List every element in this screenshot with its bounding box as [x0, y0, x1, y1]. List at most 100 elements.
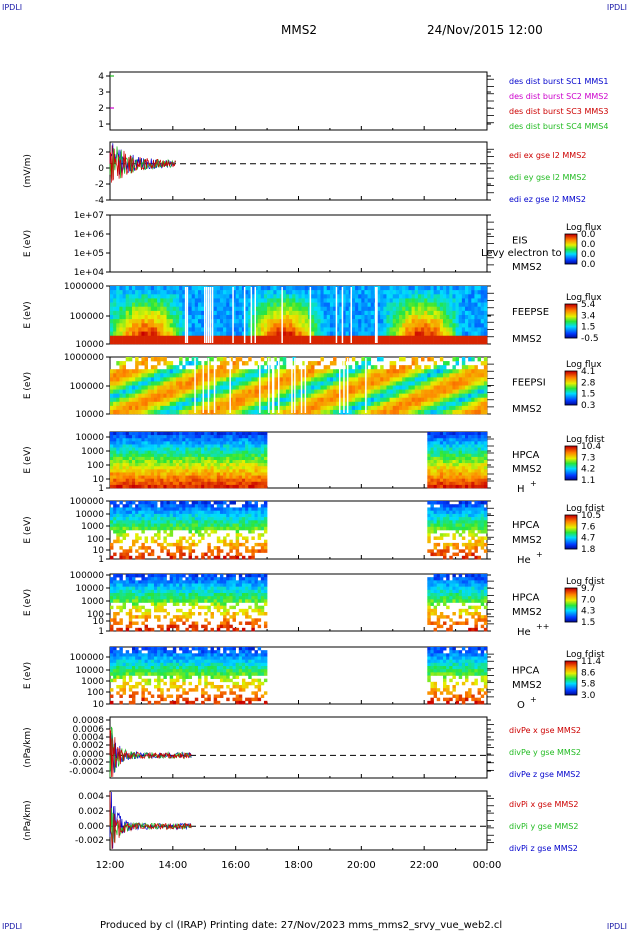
- spectrogram-cell: [411, 306, 416, 312]
- spectrogram-cell: [480, 401, 485, 407]
- spectrogram-cell: [213, 327, 218, 332]
- spectrogram-cell: [289, 401, 293, 407]
- spectrogram-cell: [235, 463, 240, 467]
- spectrogram-cell: [223, 298, 227, 303]
- spectrogram-cell: [411, 327, 416, 332]
- spectrogram-cell: [166, 331, 170, 337]
- spectrogram-cell: [128, 526, 133, 531]
- spectrogram-cell: [339, 369, 343, 374]
- spectrogram-cell: [131, 290, 136, 295]
- spectrogram-cell: [301, 389, 306, 394]
- spectrogram-cell: [399, 405, 403, 411]
- spectrogram-cell: [191, 315, 196, 320]
- spectrogram-cell: [367, 327, 372, 332]
- spectrogram-cell: [248, 302, 252, 308]
- spectrogram-cell: [263, 286, 268, 291]
- spectrogram-cell: [468, 447, 472, 451]
- spectrogram-cell: [383, 377, 387, 382]
- spectrogram-cell: [131, 475, 136, 479]
- spectrogram-cell: [458, 438, 463, 442]
- spectrogram-cell: [232, 339, 236, 345]
- spectrogram-cell: [267, 310, 271, 316]
- spectrogram-cell: [439, 315, 444, 320]
- spectrogram-cell: [172, 478, 177, 483]
- spectrogram-cell: [260, 365, 265, 370]
- spectrogram-cell: [153, 369, 158, 374]
- spectrogram-cell: [147, 484, 152, 489]
- spectrogram-cell: [443, 447, 447, 451]
- spectrogram-cell: [326, 381, 331, 386]
- colorbar-cell: [565, 402, 577, 404]
- spectrogram-cell: [169, 466, 174, 470]
- colorbar-cell: [565, 307, 577, 309]
- spectrogram-cell: [358, 331, 362, 337]
- spectrogram-cell: [421, 319, 425, 324]
- spectrogram-cell: [128, 481, 133, 486]
- spectrogram-cell: [147, 478, 152, 483]
- spectrogram-cell: [110, 450, 114, 455]
- spectrogram-cell: [191, 397, 196, 403]
- spectrogram-cell: [295, 319, 299, 324]
- spectrogram-cell: [204, 432, 208, 436]
- spectrogram-cell: [110, 409, 114, 415]
- spectrogram-cell: [119, 339, 123, 345]
- data-gap: [207, 358, 210, 413]
- spectrogram-cell: [304, 365, 309, 370]
- spectrogram-cell: [292, 409, 296, 415]
- spectrogram-cell: [219, 381, 224, 386]
- spectrogram-cell: [367, 401, 372, 407]
- spectrogram-cell: [411, 401, 416, 407]
- spectrogram-cell: [389, 385, 394, 390]
- spectrogram-cell: [138, 310, 142, 316]
- spectrogram-cell: [301, 369, 306, 374]
- spectrogram-cell: [113, 513, 117, 518]
- spectrogram-cell: [367, 335, 372, 341]
- spectrogram-cell: [219, 469, 224, 473]
- spectrogram-cell: [314, 339, 318, 345]
- spectrogram-cell: [119, 526, 123, 531]
- spectrogram-cell: [483, 389, 488, 394]
- spectrogram-cell: [295, 401, 299, 407]
- spectrogram-cell: [439, 310, 444, 316]
- spectrogram-cell: [430, 460, 434, 464]
- spectrogram-cell: [455, 357, 460, 362]
- y-tick-label: 1000000: [64, 353, 104, 363]
- instrument-label: FEEPSI: [512, 378, 546, 389]
- spectrogram-cell: [358, 393, 362, 399]
- spectrogram-cell: [185, 357, 189, 362]
- spectrogram-cell: [449, 435, 453, 439]
- spectrogram-cell: [468, 405, 472, 411]
- spectrogram-cell: [204, 405, 208, 411]
- spectrogram-cell: [122, 373, 127, 378]
- spectrogram-cell: [254, 286, 258, 291]
- spectrogram-cell: [232, 286, 236, 291]
- spectrogram-cell: [458, 393, 463, 399]
- spectrogram-cell: [191, 323, 196, 328]
- spectrogram-cell: [408, 323, 412, 328]
- spectrogram-cell: [408, 381, 412, 386]
- spectrogram-cell: [273, 323, 277, 328]
- spectrogram-cell: [433, 432, 438, 436]
- spectrogram-cell: [364, 319, 368, 324]
- spectrogram-cell: [483, 335, 488, 341]
- spectrogram-cell: [175, 435, 180, 439]
- colorbar-cell: [565, 262, 577, 264]
- spectrogram-cell: [254, 306, 258, 312]
- spectrogram-cell: [348, 315, 353, 320]
- spectrogram-cell: [172, 472, 177, 476]
- spectrogram-cell: [427, 472, 431, 476]
- spectrogram-cell: [483, 319, 488, 324]
- spectrogram-cell: [317, 397, 321, 403]
- spectrogram-cell: [465, 393, 469, 399]
- spectrogram-cell: [263, 441, 268, 445]
- spectrogram-cell: [292, 323, 296, 328]
- spectrogram-cell: [238, 381, 243, 386]
- spectrogram-cell: [188, 294, 192, 299]
- spectrogram-cell: [147, 294, 152, 299]
- spectrogram-cell: [370, 381, 375, 386]
- spectrogram-cell: [461, 438, 466, 442]
- spectrogram-cell: [314, 306, 318, 312]
- spectrogram-cell: [119, 478, 123, 483]
- spectrogram-cell: [471, 381, 475, 386]
